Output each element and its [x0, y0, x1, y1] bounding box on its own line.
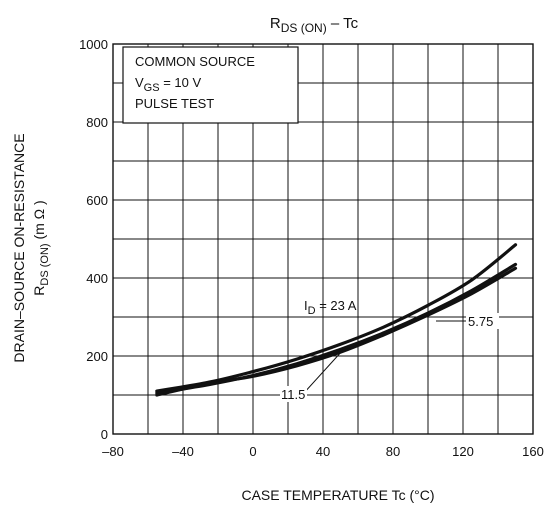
conditions-line-2: VGS = 10 V	[135, 75, 201, 94]
series-line-3	[155, 262, 518, 395]
y-axis-label-line-2: RDS (ON) (m Ω )	[31, 200, 51, 295]
chart-title: RDS (ON) – Tc	[270, 15, 359, 35]
x-tick-label: 80	[386, 444, 400, 459]
y-tick-label: 800	[86, 115, 108, 130]
x-tick-label: –40	[172, 444, 194, 459]
annotation-id-23a: ID = 23 A	[304, 298, 357, 317]
annotation-115: 11.5	[281, 387, 305, 402]
conditions-line-1: COMMON SOURCE	[135, 54, 255, 69]
y-tick-label: 0	[101, 427, 108, 442]
conditions-line-3: PULSE TEST	[135, 96, 214, 111]
conditions-box	[122, 46, 299, 124]
y-axis-label-line-1: DRAIN–SOURCE ON-RESISTANCE	[11, 133, 27, 362]
annotation-575: 5.75	[468, 314, 493, 329]
series-group	[155, 243, 518, 397]
annotation-leader-115	[302, 349, 344, 395]
y-tick-label: 400	[86, 271, 108, 286]
annotation-bg-115	[280, 386, 307, 402]
y-axis-label: DRAIN–SOURCE ON-RESISTANCE RDS (ON) (m Ω…	[11, 133, 51, 362]
plot-frame	[112, 43, 534, 435]
x-axis-label: CASE TEMPERATURE Tc (°C)	[241, 487, 434, 503]
series-line-1	[155, 243, 518, 393]
y-tick-label: 600	[86, 193, 108, 208]
x-tick-label: 120	[452, 444, 474, 459]
y-tick-label: 200	[86, 349, 108, 364]
tick-labels: –80 –40 0 40 80 120 160 0 200 400 600 800 1000	[79, 37, 544, 459]
y-tick-label: 1000	[79, 37, 108, 52]
x-tick-label: –80	[102, 444, 124, 459]
x-tick-label: 40	[316, 444, 330, 459]
x-tick-label: 0	[249, 444, 256, 459]
annotation-bg-575	[466, 313, 499, 329]
x-tick-label: 160	[522, 444, 544, 459]
